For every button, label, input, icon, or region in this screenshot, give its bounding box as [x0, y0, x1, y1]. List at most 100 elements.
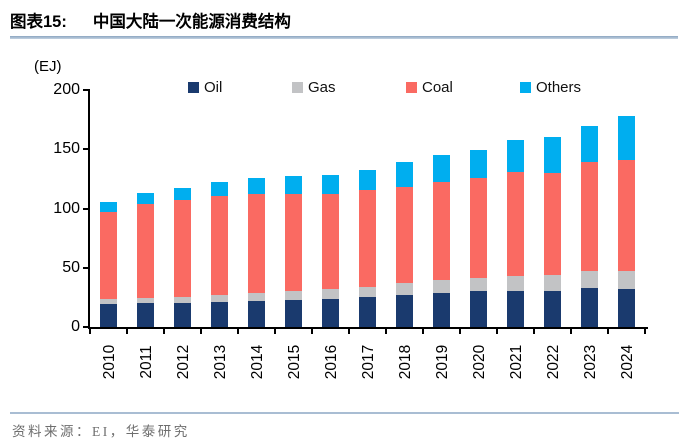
- x-tick-label-2017: 2017: [359, 344, 377, 380]
- legend-label: Oil: [204, 78, 223, 96]
- x-tick-label-2021: 2021: [507, 344, 525, 380]
- legend-label: Gas: [308, 78, 336, 96]
- bar-segment-coal-2012: [174, 200, 191, 297]
- bar-segment-coal-2015: [285, 193, 302, 291]
- bar-segment-gas-2012: [174, 296, 191, 303]
- x-tick-label-2014: 2014: [248, 344, 266, 380]
- bar-segment-oil-2023: [581, 288, 598, 327]
- x-tick-mark: [644, 329, 646, 334]
- bar-segment-others-2016: [322, 174, 339, 194]
- x-tick-mark: [89, 329, 91, 334]
- x-tick-mark: [200, 329, 202, 334]
- y-tick-mark: [83, 207, 90, 210]
- legend-swatch-coal: [406, 81, 417, 93]
- bar-segment-others-2021: [507, 140, 524, 173]
- bar-segment-oil-2020: [470, 291, 487, 327]
- x-tick-mark: [496, 329, 498, 334]
- x-tick-label-2022: 2022: [544, 344, 562, 380]
- x-tick-label-2016: 2016: [322, 344, 340, 380]
- bar-segment-others-2022: [544, 136, 561, 173]
- bar-segment-others-2020: [470, 150, 487, 179]
- figure-title: 中国大陆一次能源消费结构: [92, 13, 291, 31]
- bar-segment-gas-2019: [433, 280, 450, 293]
- bar-segment-oil-2022: [544, 291, 561, 327]
- legend-swatch-oil: [188, 81, 199, 93]
- x-tick-mark: [163, 329, 165, 334]
- y-tick-mark: [83, 326, 90, 328]
- title-divider: [10, 36, 678, 39]
- bar-segment-coal-2010: [100, 212, 117, 300]
- bar-segment-oil-2019: [433, 292, 450, 327]
- bar-segment-oil-2013: [211, 302, 228, 327]
- source-note: 资料来源：EI，华泰研究: [12, 424, 190, 439]
- bar-segment-others-2013: [211, 181, 228, 197]
- bar-segment-coal-2021: [507, 172, 524, 277]
- bar-segment-gas-2023: [581, 271, 598, 289]
- figure-title-row: 图表15: 中国大陆一次能源消费结构: [10, 8, 291, 32]
- x-tick-label-2011: 2011: [137, 345, 155, 379]
- x-tick-mark: [311, 329, 313, 334]
- legend-item-coal: Coal: [406, 78, 453, 96]
- x-tick-label-2023: 2023: [581, 344, 599, 380]
- x-tick-mark: [385, 329, 387, 334]
- bar-segment-oil-2024: [618, 289, 635, 327]
- x-tick-mark: [274, 329, 276, 334]
- x-axis-line: [88, 327, 648, 329]
- legend-item-gas: Gas: [292, 78, 336, 96]
- bar-segment-gas-2021: [507, 276, 524, 292]
- bar-segment-coal-2020: [470, 178, 487, 279]
- x-tick-mark: [237, 329, 239, 334]
- bar-segment-oil-2014: [248, 300, 265, 327]
- bar-segment-others-2012: [174, 187, 191, 201]
- bar-segment-coal-2022: [544, 172, 561, 276]
- y-tick-label: 100: [53, 199, 80, 217]
- bar-segment-others-2014: [248, 178, 265, 195]
- bar-segment-gas-2010: [100, 299, 117, 304]
- y-tick-label: 50: [62, 258, 80, 276]
- bar-segment-others-2023: [581, 126, 598, 163]
- y-axis-line: [88, 89, 90, 329]
- bar-segment-oil-2016: [322, 298, 339, 327]
- bar-segment-oil-2011: [137, 303, 154, 327]
- bar-segment-others-2018: [396, 162, 413, 187]
- legend-swatch-others: [520, 81, 531, 93]
- legend-item-others: Others: [520, 78, 582, 96]
- legend-item-oil: Oil: [188, 78, 223, 96]
- bar-segment-gas-2024: [618, 270, 635, 290]
- x-tick-label-2012: 2012: [174, 344, 192, 380]
- x-tick-mark: [533, 329, 535, 334]
- legend-label: Coal: [422, 78, 453, 96]
- bar-segment-gas-2015: [285, 290, 302, 300]
- y-tick-label: 150: [53, 140, 80, 158]
- x-tick-label-2010: 2010: [100, 344, 118, 380]
- bar-segment-oil-2021: [507, 291, 524, 327]
- bar-segment-coal-2023: [581, 162, 598, 272]
- figure-number-label: 图表15:: [10, 13, 67, 31]
- bar-segment-coal-2017: [359, 190, 376, 287]
- x-tick-label-2020: 2020: [470, 344, 488, 380]
- bar-segment-oil-2018: [396, 295, 413, 327]
- bar-segment-others-2010: [100, 201, 117, 213]
- y-tick-mark: [83, 89, 90, 91]
- bar-segment-oil-2017: [359, 296, 376, 327]
- x-tick-mark: [126, 329, 128, 334]
- bar-segment-gas-2016: [322, 289, 339, 299]
- x-tick-label-2018: 2018: [396, 344, 414, 380]
- bar-segment-coal-2011: [137, 203, 154, 298]
- bar-segment-coal-2014: [248, 194, 265, 293]
- bar-segment-gas-2018: [396, 283, 413, 295]
- legend-swatch-gas: [292, 81, 303, 93]
- legend-label: Others: [536, 78, 582, 96]
- bar-segment-coal-2013: [211, 196, 228, 295]
- bar-segment-others-2024: [618, 116, 635, 160]
- x-tick-mark: [607, 329, 609, 334]
- bar-segment-gas-2022: [544, 275, 561, 292]
- bar-segment-coal-2018: [396, 186, 413, 284]
- y-tick-label: 0: [71, 318, 80, 335]
- bar-segment-coal-2024: [618, 159, 635, 271]
- x-tick-mark: [570, 329, 572, 334]
- bar-segment-gas-2014: [248, 292, 265, 301]
- bar-segment-others-2011: [137, 192, 154, 204]
- bar-segment-oil-2015: [285, 299, 302, 327]
